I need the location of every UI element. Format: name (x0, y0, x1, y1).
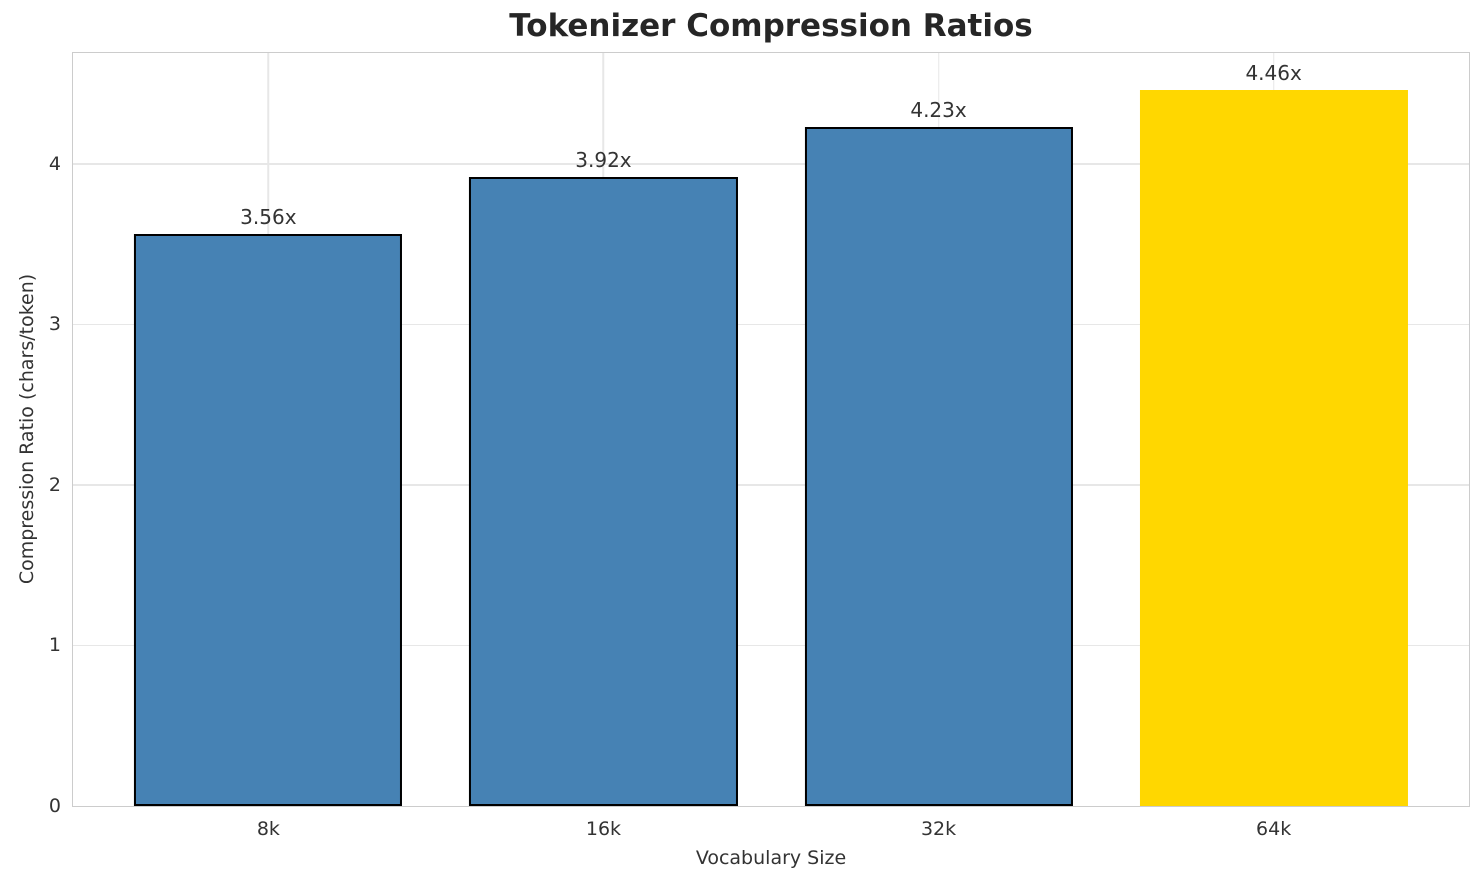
bar-64k (1139, 89, 1408, 806)
h-gridline (73, 163, 1469, 165)
x-tick-label: 16k (585, 818, 622, 840)
bar-32k (804, 126, 1073, 806)
x-tick-label: 64k (1256, 818, 1292, 840)
h-gridline (73, 323, 1469, 326)
y-tick-label: 4 (48, 152, 61, 175)
chart-title: Tokenizer Compression Ratios (509, 8, 1033, 44)
plot-area: 3.56x 8k 3.92x 16k 4.23x 32k 4.46x 64k 0 1 2 3 4 (49, 52, 1470, 840)
bar-16k (469, 176, 738, 806)
bar-8k (134, 234, 403, 806)
x-tick-label: 8k (256, 818, 280, 840)
x-tick-label: 32k (920, 818, 957, 840)
bar-value-label: 3.92x (575, 147, 632, 172)
x-axis-label: Vocabulary Size (695, 847, 847, 869)
y-axis-label: Compression Ratio (chars/token) (16, 273, 38, 585)
y-tick-label: 0 (48, 795, 61, 817)
y-tick-label: 1 (48, 634, 61, 657)
bar-value-label: 4.23x (910, 97, 967, 122)
h-gridline (73, 644, 1469, 647)
y-tick-label: 3 (48, 313, 61, 336)
bar-value-label: 3.56x (240, 205, 297, 230)
bar-value-label: 4.46x (1245, 60, 1302, 85)
y-tick-label: 2 (48, 473, 61, 496)
h-gridline (73, 484, 1469, 486)
